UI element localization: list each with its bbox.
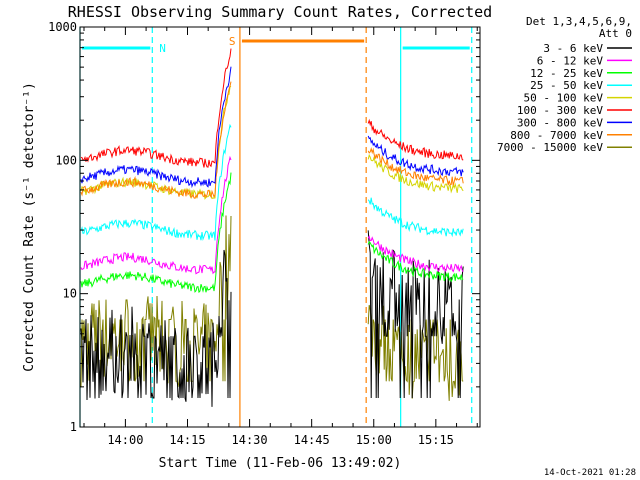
series-line-3-post bbox=[367, 197, 464, 238]
series-line-5-pre bbox=[80, 48, 232, 168]
series-line-6-pre bbox=[80, 66, 232, 189]
x-tick-label-1500: 15:00 bbox=[356, 433, 392, 447]
series-line-8-pre bbox=[80, 215, 232, 388]
footer-date: 14-Oct-2021 01:28 bbox=[544, 468, 636, 478]
legend-label-6: 300 - 800 keV bbox=[517, 116, 603, 129]
series-line-5-post bbox=[367, 118, 464, 161]
series-line-2-post bbox=[367, 240, 464, 283]
series-line-8-post bbox=[367, 304, 464, 401]
y-tick-label-10: 10 bbox=[63, 287, 77, 301]
legend-label-3: 25 - 50 keV bbox=[530, 79, 603, 92]
legend-label-5: 100 - 300 keV bbox=[517, 104, 603, 117]
legend-label-8: 7000 - 15000 keV bbox=[497, 141, 603, 154]
legend-label-4: 50 - 100 keV bbox=[524, 92, 604, 105]
legend-label-2: 12 - 25 keV bbox=[530, 67, 603, 80]
y-tick-label-1: 1 bbox=[70, 420, 77, 434]
series-line-6-post bbox=[367, 135, 464, 177]
flag-s-0-label: S bbox=[229, 35, 236, 48]
series-line-3-pre bbox=[80, 123, 232, 242]
series-line-4-post bbox=[367, 153, 464, 194]
legend-header-line-1: Det 1,3,4,5,6,9, bbox=[526, 15, 632, 28]
series-line-7-pre bbox=[80, 81, 232, 199]
y-axis-label: Corrected Count Rate (s⁻¹ detector⁻¹) bbox=[22, 82, 37, 372]
flag-n-0-label: N bbox=[159, 42, 166, 55]
series-line-0-pre bbox=[80, 249, 232, 407]
legend-label-7: 800 - 7000 keV bbox=[510, 129, 603, 142]
series-line-1-pre bbox=[80, 155, 232, 275]
y-tick-label-1000: 1000 bbox=[48, 20, 77, 34]
x-tick-label-1445: 14:45 bbox=[294, 433, 330, 447]
y-tick-label-100: 100 bbox=[55, 153, 77, 167]
x-tick-label-1415: 14:15 bbox=[169, 433, 205, 447]
x-tick-label-1515: 15:15 bbox=[418, 433, 454, 447]
x-axis-label: Start Time (11-Feb-06 13:49:02) bbox=[159, 456, 402, 471]
x-tick-label-1430: 14:30 bbox=[232, 433, 268, 447]
series-line-1-post bbox=[367, 234, 464, 273]
legend-header-line-2: Att 0 bbox=[599, 27, 632, 40]
legend-label-0: 3 - 6 keV bbox=[543, 42, 603, 55]
plot-frame bbox=[79, 26, 481, 428]
legend-label-1: 6 - 12 keV bbox=[537, 54, 604, 67]
series-line-2-pre bbox=[80, 172, 232, 294]
series-line-0-post bbox=[367, 230, 464, 399]
chart-title: RHESSI Observing Summary Count Rates, Co… bbox=[68, 3, 492, 21]
x-tick-label-1400: 14:00 bbox=[107, 433, 143, 447]
series-line-7-post bbox=[367, 147, 464, 186]
